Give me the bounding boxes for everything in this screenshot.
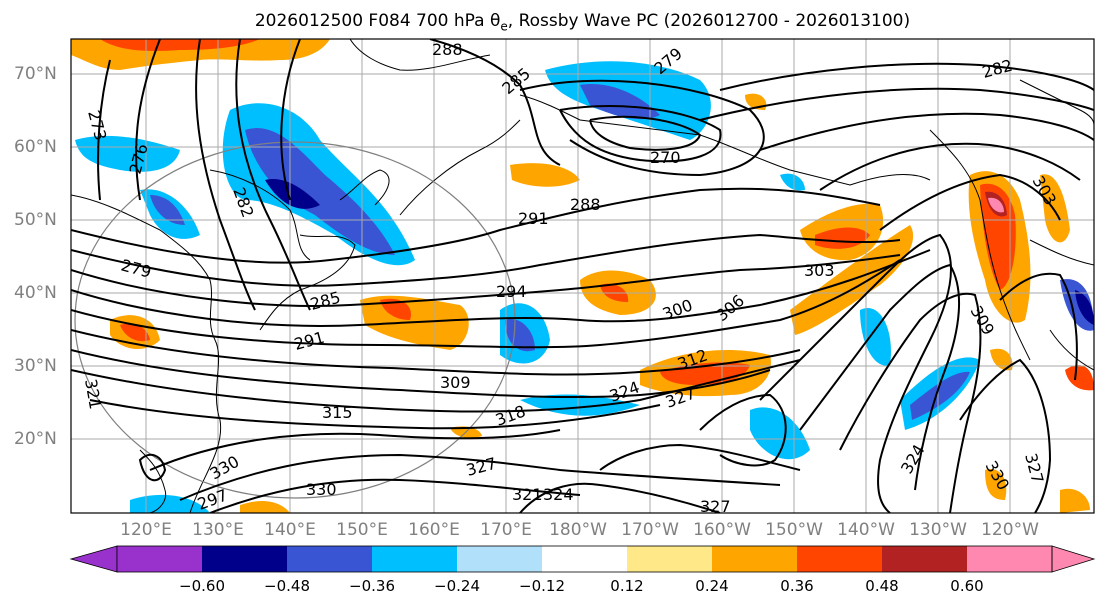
anomaly-region (1065, 365, 1094, 391)
rossby-circle (74, 141, 516, 499)
anomaly-region (990, 348, 1013, 371)
contour-label: 288 (570, 195, 601, 214)
colorbar-outline (116, 545, 1053, 573)
anomaly-region (988, 197, 1004, 213)
contour-label: 315 (322, 403, 353, 422)
lon-label-180w: 180°W (549, 520, 607, 540)
colorbar-tick: 0.24 (695, 577, 729, 595)
contour-label: 303 (804, 261, 835, 280)
anomaly-region (130, 494, 210, 513)
anomaly-region (1060, 488, 1090, 513)
lon-label-140e: 140°E (264, 520, 316, 540)
contour-label: 288 (432, 40, 463, 59)
colorbar-tick: −0.36 (349, 577, 395, 595)
colorbar-swatch (882, 546, 967, 572)
contour-label: 309 (440, 373, 471, 392)
colorbar-tick: −0.24 (434, 577, 480, 595)
map-title: 2026012500 F084 700 hPa θe, Rossby Wave … (254, 11, 911, 34)
anomaly-region (150, 195, 185, 225)
colorbar-swatch (627, 546, 712, 572)
lon-label-150w: 150°W (765, 520, 823, 540)
anomaly-region (910, 371, 970, 420)
colorbar-swatch (967, 546, 1052, 572)
colorbar-swatch (372, 546, 457, 572)
anomaly-region (1040, 174, 1070, 243)
lon-label-170w: 170°W (621, 520, 679, 540)
anomaly-region (100, 39, 260, 51)
anomaly-region (120, 323, 150, 342)
grid (71, 39, 1094, 513)
contour-label: 270 (650, 148, 681, 167)
contour-label: 327 (700, 497, 731, 516)
coastlines (71, 39, 1094, 513)
contour-label: 291 (518, 209, 549, 228)
lat-label-50n: 50°N (14, 210, 57, 230)
lat-label-30n: 30°N (14, 356, 57, 376)
lon-label-150e: 150°E (336, 520, 388, 540)
colorbar-swatch (287, 546, 372, 572)
colorbar-swatch (712, 546, 797, 572)
lon-label-140w: 140°W (837, 520, 895, 540)
anomaly-region (75, 135, 180, 172)
anomaly-region (505, 319, 535, 352)
colorbar-swatch (797, 546, 882, 572)
lon-label-130e: 130°E (192, 520, 244, 540)
colorbar-tick: −0.12 (519, 577, 565, 595)
anomaly-region (780, 173, 805, 191)
contour-label: 324 (543, 485, 574, 504)
contour-label: 321 (512, 485, 543, 504)
anomaly-region (815, 227, 870, 249)
lon-label-120e: 120°E (120, 520, 172, 540)
lat-label-60n: 60°N (14, 137, 57, 157)
colorbar-tick: 0.48 (865, 577, 899, 595)
contour-label: 294 (496, 282, 527, 301)
lat-label-70n: 70°N (14, 64, 57, 84)
lat-label-20n: 20°N (14, 429, 57, 449)
contour-label: 330 (306, 480, 337, 499)
anomaly-region (980, 183, 1016, 290)
anomaly-region (510, 163, 580, 187)
colorbar-swatch (117, 546, 202, 572)
anomaly-region (1075, 290, 1094, 325)
anomaly-region (985, 469, 1007, 500)
lon-label-170e: 170°E (480, 520, 532, 540)
lon-label-130w: 130°W (909, 520, 967, 540)
colorbar-swatch (542, 546, 627, 572)
map-area (71, 39, 1094, 513)
map-frame (70, 38, 1095, 514)
anomaly-region (240, 501, 290, 513)
lat-label-40n: 40°N (14, 283, 57, 303)
colorbar-swatch (202, 546, 287, 572)
colorbar-tick: 0.36 (780, 577, 814, 595)
anomaly-region (860, 308, 891, 366)
colorbar-swatch (457, 546, 542, 572)
anomaly-region (580, 84, 660, 120)
anomaly-region (380, 298, 411, 320)
colorbar-tick: −0.60 (179, 577, 225, 595)
lon-label-160e: 160°E (408, 520, 460, 540)
colorbar-extend-max (1051, 545, 1096, 573)
colorbar (69, 545, 1096, 573)
colorbar-tick: 0.60 (950, 577, 984, 595)
lon-label-160w: 160°W (693, 520, 751, 540)
colorbar-tick: 0.12 (610, 577, 644, 595)
colorbar-tick: −0.48 (264, 577, 310, 595)
colorbar-extend-min (69, 545, 118, 573)
anomaly-region (750, 407, 810, 460)
lon-label-120w: 120°W (981, 520, 1039, 540)
anomaly-region (265, 179, 320, 209)
contours (71, 39, 1094, 513)
